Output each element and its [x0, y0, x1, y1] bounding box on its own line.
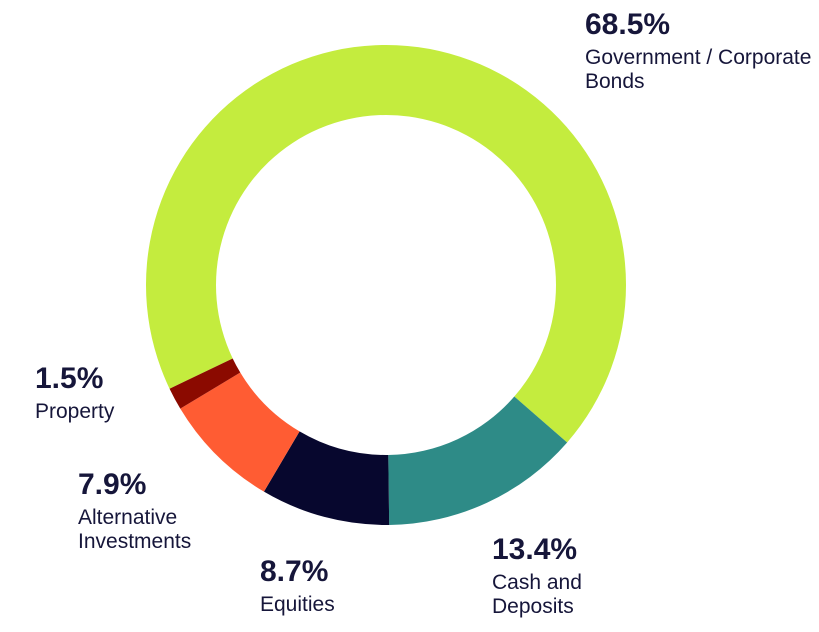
category-label: Government / Corporate Bonds: [585, 46, 812, 93]
donut-segment: [180, 372, 300, 492]
donut-segment: [388, 396, 568, 525]
donut-segment: [169, 358, 241, 409]
category-label: Property: [35, 400, 115, 423]
percent-label: 1.5%: [35, 362, 104, 395]
donut-segment: [263, 431, 390, 525]
donut-segment: [145, 45, 626, 443]
category-label: Alternative Investments: [78, 506, 192, 553]
category-label: Cash and Deposits: [492, 571, 582, 618]
segment-label: 13.4% Cash and Deposits: [492, 533, 617, 619]
percent-label: 7.9%: [78, 468, 147, 501]
segment-label: 68.5% Government / Corporate Bonds: [585, 8, 815, 94]
percent-label: 13.4%: [492, 533, 578, 566]
percent-label: 68.5%: [585, 8, 671, 41]
category-label: Equities: [260, 593, 335, 616]
percent-label: 8.7%: [260, 555, 329, 588]
segment-label: 8.7% Equities: [260, 555, 380, 617]
segment-label: 7.9% Alternative Investments: [78, 468, 238, 554]
segment-label: 1.5% Property: [35, 362, 165, 424]
